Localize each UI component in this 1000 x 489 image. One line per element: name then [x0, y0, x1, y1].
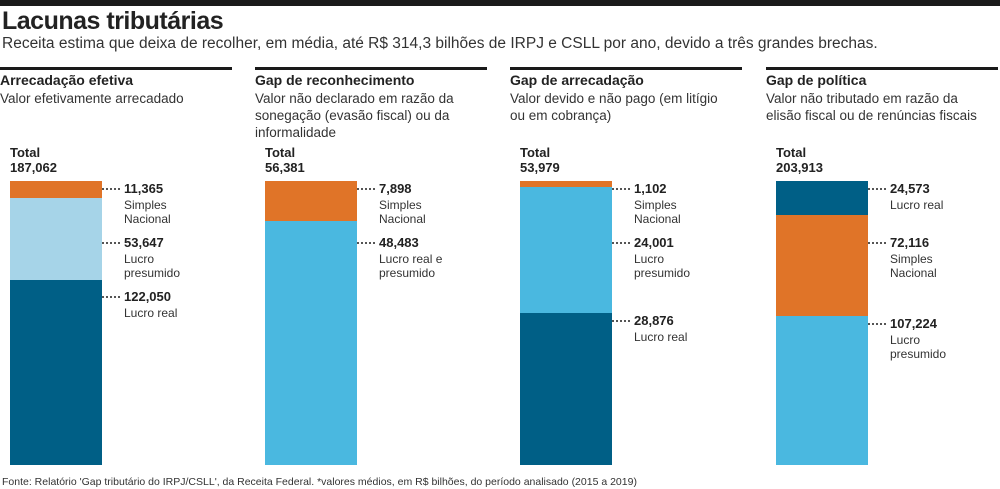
- leader-line: [868, 188, 886, 190]
- segment-name: Lucro real: [890, 198, 944, 212]
- column-subtitle: Valor devido e não pago (em litígio ou e…: [510, 91, 718, 123]
- total-title: Total: [520, 145, 551, 160]
- leader-line: [102, 242, 120, 244]
- value-label: 122,050: [124, 289, 171, 304]
- column-rule: [766, 67, 998, 70]
- leader-line: [612, 242, 630, 244]
- value-label: 28,876: [634, 313, 674, 329]
- leader-line: [868, 242, 886, 244]
- column-rule: [255, 67, 487, 70]
- segment-name: Lucro presumido: [890, 332, 947, 361]
- value-label: 11,365: [124, 181, 164, 196]
- column-subtitle: Valor não declarado em razão da sonegaçã…: [255, 91, 454, 140]
- value-label: 24,001: [634, 235, 674, 250]
- bar-segment: [520, 313, 612, 465]
- source: Fonte: Relatório 'Gap tributário do IRPJ…: [2, 476, 637, 488]
- bar-segment: [10, 181, 102, 199]
- column-subtitle: Valor efetivamente arrecadado: [0, 91, 184, 106]
- segment-name: Lucro real e presumido: [379, 252, 443, 280]
- total-title: Total: [776, 145, 807, 160]
- title: Lacunas tributárias: [2, 7, 224, 35]
- column-title: Gap de reconhecimento: [255, 72, 415, 88]
- value-label: 53,647: [124, 235, 164, 250]
- leader-line: [612, 320, 630, 323]
- bar-segment: [776, 315, 868, 465]
- leader-line: [868, 322, 886, 325]
- bar-segment: [520, 181, 612, 187]
- bar-segment: [520, 186, 612, 314]
- leader-line: [102, 188, 120, 190]
- value-label: 48,483: [379, 235, 419, 250]
- segment-name: Lucro presumido: [634, 252, 691, 280]
- column-title: Gap de política: [766, 72, 867, 88]
- segment-name: Simples Nacional: [124, 198, 171, 226]
- value-label: 107,224: [890, 315, 937, 331]
- column-rule: [0, 67, 232, 70]
- bar-segment: [265, 220, 357, 465]
- bar-segment: [776, 181, 868, 216]
- total-value: 53,979: [520, 160, 560, 175]
- bar-segment: [265, 181, 357, 221]
- top-bar: [0, 0, 1000, 6]
- value-label: 24,573: [890, 181, 930, 196]
- column-rule: [510, 67, 742, 70]
- value-label: 72,116: [890, 235, 930, 250]
- column-subtitle: Valor não tributado em razão da elisão f…: [766, 91, 977, 123]
- leader-line: [102, 296, 120, 298]
- segment-name: Lucro real: [124, 306, 178, 320]
- segment-name: Simples Nacional: [890, 252, 937, 280]
- bar-segment: [776, 215, 868, 316]
- subtitle: Receita estima que deixa de recolher, em…: [2, 35, 878, 52]
- value-label: 7,898: [379, 181, 412, 196]
- column-title: Gap de arrecadação: [510, 72, 644, 88]
- leader-line: [357, 188, 375, 190]
- column-title: Arrecadação efetiva: [0, 72, 134, 88]
- total-value: 203,913: [776, 160, 823, 175]
- leader-line: [357, 242, 375, 244]
- total-title: Total: [265, 145, 296, 160]
- total-value: 187,062: [10, 160, 57, 175]
- bar-segment: [10, 279, 102, 465]
- total-value: 56,381: [265, 160, 305, 175]
- leader-line: [612, 188, 630, 190]
- segment-name: Lucro presumido: [124, 252, 181, 280]
- segment-name: Lucro real: [634, 330, 688, 345]
- total-title: Total: [10, 145, 41, 160]
- bar-segment: [10, 198, 102, 280]
- value-label: 1,102: [634, 181, 667, 196]
- segment-name: Simples Nacional: [634, 198, 681, 226]
- segment-name: Simples Nacional: [379, 198, 426, 226]
